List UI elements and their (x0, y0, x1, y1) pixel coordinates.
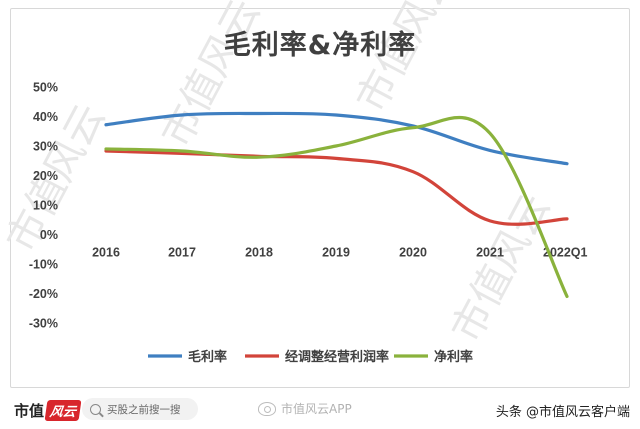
y-tick-label: 50% (33, 81, 58, 95)
watermark-text: 市值风云 (443, 187, 559, 350)
x-tick-label: 2016 (92, 246, 120, 260)
brand-logo[interactable]: 市值 风云 (14, 398, 82, 422)
footer-bar: 市值 风云 买股之前搜一搜 市值风云APP 头条 @市值风云客户端 (0, 392, 640, 429)
watermark-text: 市值风云 (153, 0, 269, 155)
y-tick-label: -10% (29, 258, 58, 272)
x-axis: 2016 2017 2018 2019 2020 2021 2022Q1 (92, 246, 587, 260)
x-tick-label: 2020 (399, 246, 427, 260)
source-credit: 头条 @市值风云客户端 (495, 405, 630, 420)
logo-badge: 风云 (44, 399, 82, 421)
y-axis: 50% 40% 30% 20% 10% 0% -10% -20% -30% (29, 81, 58, 331)
x-tick-label: 2021 (476, 246, 504, 260)
series-line-2 (104, 116, 569, 298)
legend-label: 经调整经营利润率 (285, 349, 389, 365)
search-input[interactable]: 买股之前搜一搜 (82, 398, 198, 420)
chart-title: 毛利率&净利率 (224, 29, 417, 61)
line-chart: 市值风云 市值风云 市值风云 市值风云 毛利率&净利率 50%40%30%20%… (0, 0, 588, 365)
x-tick-label: 2019 (322, 246, 350, 260)
app-watermark: 市值风云APP (258, 400, 352, 417)
legend-label: 毛利率 (188, 349, 227, 365)
weibo-icon (258, 401, 276, 416)
y-tick-label: -30% (29, 317, 58, 331)
chart-border (10, 8, 630, 388)
y-tick-label: 0% (40, 228, 58, 242)
logo-text: 市值 (14, 401, 45, 420)
legend-label: 净利率 (434, 349, 473, 365)
y-tick-label: -20% (29, 287, 58, 301)
search-icon (90, 403, 101, 415)
x-tick-label: 2022Q1 (543, 246, 588, 260)
x-tick-label: 2017 (168, 246, 196, 260)
series-line-1 (104, 149, 569, 226)
y-tick-label: 10% (33, 199, 58, 213)
series-layer (104, 111, 569, 298)
y-tick-label: 40% (33, 110, 58, 124)
y-tick-label: 20% (33, 169, 58, 183)
search-placeholder: 买股之前搜一搜 (107, 403, 181, 416)
legend: 毛利率 经调整经营利润率 净利率 (148, 349, 473, 365)
series-line-0 (104, 111, 569, 166)
y-tick-label: 30% (33, 140, 58, 154)
x-tick-label: 2018 (245, 246, 273, 260)
app-name: 市值风云APP (281, 402, 352, 416)
